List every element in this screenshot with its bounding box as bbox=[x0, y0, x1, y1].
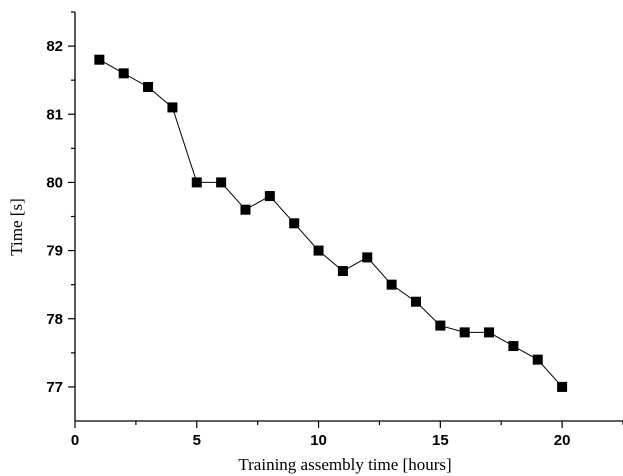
x-tick-label: 0 bbox=[71, 432, 79, 449]
y-tick-label: 80 bbox=[46, 174, 63, 191]
data-point bbox=[313, 245, 324, 256]
data-point bbox=[143, 81, 154, 92]
data-point bbox=[362, 252, 373, 263]
data-point bbox=[216, 177, 227, 188]
axis-ticks bbox=[68, 11, 623, 428]
y-tick-labels: 77 78 79 80 81 82 bbox=[46, 38, 63, 396]
data-point bbox=[386, 279, 397, 290]
data-point bbox=[459, 327, 470, 338]
y-tick-label: 82 bbox=[46, 38, 63, 55]
data-point bbox=[337, 266, 348, 277]
y-tick-label: 79 bbox=[46, 243, 63, 260]
x-tick-label: 15 bbox=[432, 432, 449, 449]
data-point bbox=[289, 218, 300, 229]
data-point bbox=[118, 68, 129, 79]
data-point bbox=[410, 296, 421, 307]
x-tick-label: 10 bbox=[310, 432, 327, 449]
x-tick-label: 20 bbox=[554, 432, 571, 449]
y-tick-label: 81 bbox=[46, 106, 63, 123]
data-point bbox=[557, 381, 568, 392]
data-point bbox=[435, 320, 446, 331]
x-tick-label: 5 bbox=[193, 432, 201, 449]
data-point bbox=[240, 204, 251, 215]
x-tick-labels: 0 5 10 15 20 bbox=[71, 432, 571, 449]
data-point bbox=[94, 54, 105, 65]
x-axis-title: Training assembly time [hours] bbox=[238, 455, 451, 474]
y-tick-label: 78 bbox=[46, 311, 63, 328]
data-point bbox=[167, 102, 178, 113]
data-point bbox=[532, 354, 543, 365]
y-tick-label: 77 bbox=[46, 379, 63, 396]
data-point bbox=[191, 177, 202, 188]
series-layer bbox=[94, 54, 568, 392]
y-axis-title: Time [s] bbox=[7, 198, 26, 255]
data-point bbox=[484, 327, 495, 338]
data-point bbox=[264, 191, 275, 202]
data-point bbox=[508, 341, 519, 352]
